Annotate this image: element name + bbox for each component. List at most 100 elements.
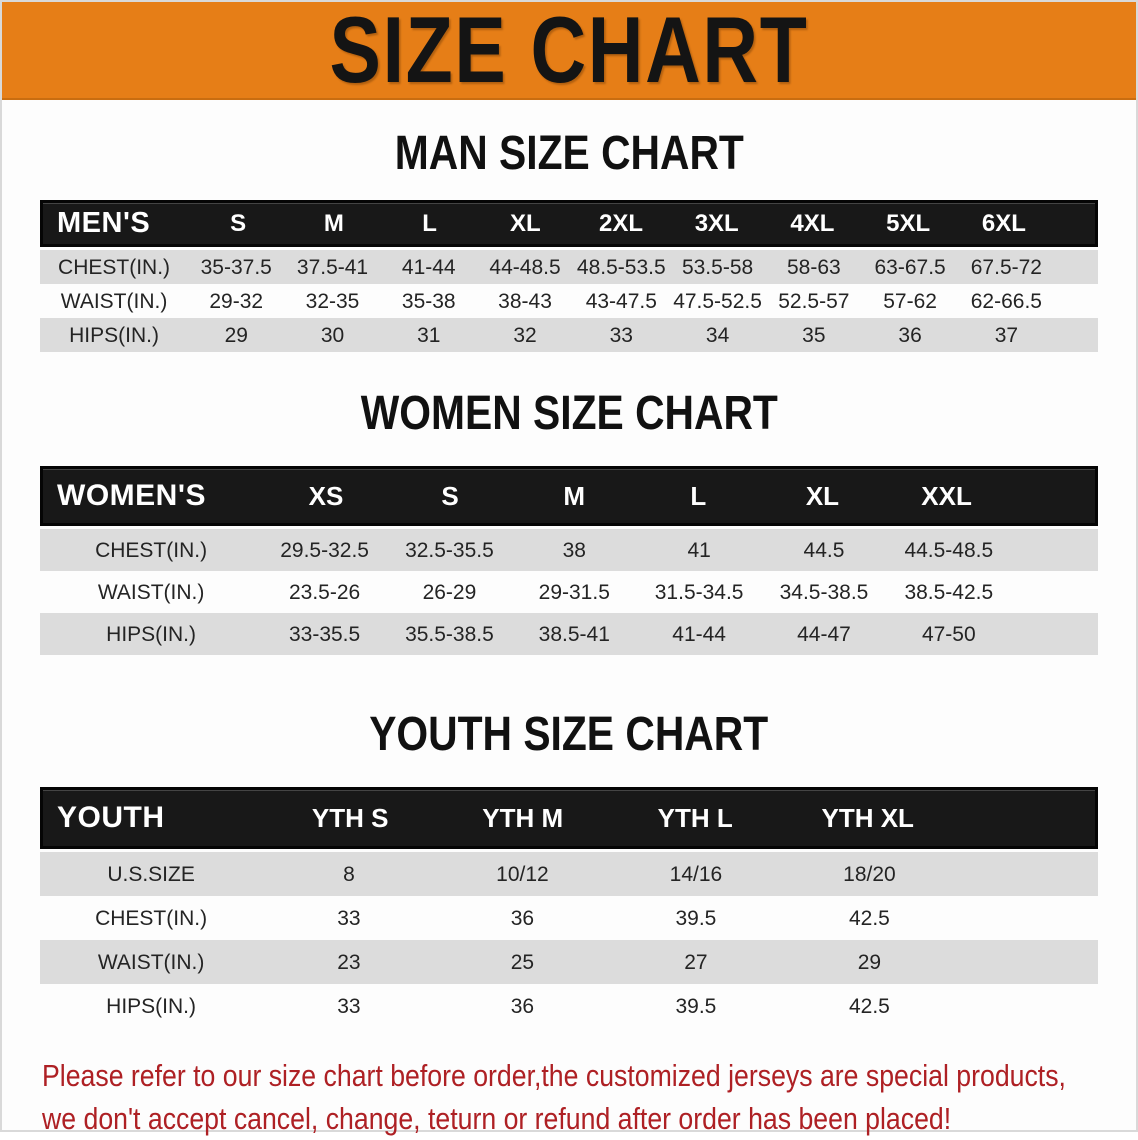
size-header-cell: YTH M — [482, 803, 564, 833]
value-cell: 67.5-72 — [970, 255, 1042, 279]
men-waist-row: WAIST(IN.) 29-32 32-35 35-38 38-43 43-47… — [40, 284, 1098, 318]
value-cell: 35-38 — [401, 289, 456, 313]
value-cell: 14/16 — [669, 862, 723, 886]
youth-table-header-row: YOUTH YTH S YTH M YTH L YTH XL — [40, 787, 1098, 849]
value-cell: 53.5-58 — [681, 255, 754, 279]
value-cell: 29 — [224, 323, 248, 347]
disclaimer-line-2: we don't accept cancel, change, teturn o… — [42, 1101, 952, 1136]
value-cell: 33-35.5 — [288, 622, 361, 646]
women-waist-row: WAIST(IN.) 23.5-26 26-29 29-31.5 31.5-34… — [40, 571, 1098, 613]
value-cell: 41-44 — [401, 255, 456, 279]
value-cell: 23 — [337, 950, 361, 974]
value-cell: 58-63 — [786, 255, 841, 279]
value-cell: 37.5-41 — [296, 255, 369, 279]
size-header-cell: XL — [805, 481, 840, 511]
value-cell: 35-37.5 — [200, 255, 272, 279]
men-table-corner-label: MEN'S — [57, 207, 151, 239]
youth-chest-row: CHEST(IN.) 33 36 39.5 42.5 — [40, 896, 1098, 940]
men-table-header-row: MEN'S S M L XL 2XL 3XL 4XL 5XL 6XL — [40, 200, 1098, 247]
size-header-cell: XS — [308, 481, 344, 511]
value-cell: 23.5-26 — [288, 580, 361, 604]
value-cell: 33 — [609, 323, 633, 347]
row-label-cell: HIPS(IN.) — [106, 994, 196, 1018]
men-chest-row: CHEST(IN.) 35-37.5 37.5-41 41-44 44-48.5… — [40, 250, 1098, 284]
value-cell: 31 — [417, 323, 441, 347]
women-size-table: WOMEN'S XS S M L XL XXL CHEST(IN.) 29.5-… — [40, 466, 1098, 655]
size-header-cell: L — [422, 209, 437, 237]
women-table-corner-label: WOMEN'S — [57, 479, 206, 512]
size-header-cell: 6XL — [981, 209, 1026, 237]
value-cell: 31.5-34.5 — [654, 580, 744, 604]
size-header-cell: XL — [509, 209, 541, 237]
value-cell: 32 — [513, 323, 537, 347]
value-cell: 34.5-38.5 — [779, 580, 869, 604]
value-cell: 47-50 — [921, 622, 976, 646]
value-cell: 36 — [510, 906, 535, 930]
value-cell: 44.5 — [803, 538, 845, 562]
disclaimer-line-1: Please refer to our size chart before or… — [42, 1058, 1066, 1093]
value-cell: 18/20 — [843, 862, 896, 886]
size-header-cell: S — [230, 209, 247, 237]
value-cell: 10/12 — [496, 862, 549, 886]
value-cell: 48.5-53.5 — [576, 255, 666, 279]
value-cell: 44.5-48.5 — [904, 538, 994, 562]
value-cell: 38.5-42.5 — [904, 580, 994, 604]
value-cell: 35 — [802, 323, 826, 347]
value-cell: 38.5-41 — [538, 622, 610, 646]
value-cell: 38 — [562, 538, 586, 562]
value-cell: 34 — [705, 323, 730, 347]
value-cell: 29.5-32.5 — [280, 538, 369, 562]
value-cell: 39.5 — [675, 994, 717, 1018]
row-label-cell: CHEST(IN.) — [58, 255, 171, 279]
row-label-cell: CHEST(IN.) — [95, 906, 208, 930]
size-header-cell: YTH XL — [821, 803, 914, 833]
row-label-cell: CHEST(IN.) — [95, 538, 208, 562]
value-cell: 29-32 — [209, 289, 264, 313]
value-cell: 8 — [343, 862, 355, 886]
page-title: SIZE CHART — [329, 0, 809, 102]
youth-table-corner-label: YOUTH — [57, 801, 165, 834]
value-cell: 29-31.5 — [538, 580, 610, 604]
value-cell: 25 — [510, 950, 535, 974]
row-label-cell: HIPS(IN.) — [106, 622, 196, 646]
value-cell: 35.5-38.5 — [405, 622, 494, 646]
women-table-header-row: WOMEN'S XS S M L XL XXL — [40, 466, 1098, 526]
size-header-cell: L — [690, 481, 707, 511]
youth-waist-row: WAIST(IN.) 23 25 27 29 — [40, 940, 1098, 984]
value-cell: 30 — [320, 323, 345, 347]
size-header-cell: 5XL — [886, 209, 931, 237]
row-label-cell: HIPS(IN.) — [69, 323, 159, 347]
value-cell: 44-48.5 — [489, 255, 561, 279]
size-header-cell: M — [563, 481, 586, 511]
youth-ussize-row: U.S.SIZE 8 10/12 14/16 18/20 — [40, 852, 1098, 896]
value-cell: 39.5 — [675, 906, 717, 930]
youth-hips-row: HIPS(IN.) 33 36 39.5 42.5 — [40, 984, 1098, 1028]
banner: SIZE CHART — [2, 2, 1136, 100]
value-cell: 38-43 — [498, 289, 552, 313]
value-cell: 44-47 — [797, 622, 851, 646]
value-cell: 32.5-35.5 — [405, 538, 494, 562]
value-cell: 37 — [994, 323, 1019, 347]
value-cell: 42.5 — [848, 906, 890, 930]
value-cell: 43-47.5 — [585, 289, 657, 313]
disclaimer-text: Please refer to our size chart before or… — [2, 1054, 1136, 1140]
size-header-cell: 4XL — [790, 209, 835, 237]
value-cell: 36 — [510, 994, 535, 1018]
youth-size-table: YOUTH YTH S YTH M YTH L YTH XL U.S.SIZE … — [40, 787, 1098, 1028]
value-cell: 63-67.5 — [874, 255, 946, 279]
value-cell: 36 — [898, 323, 922, 347]
value-cell: 42.5 — [848, 994, 890, 1018]
size-header-cell: YTH L — [657, 803, 733, 833]
value-cell: 47.5-52.5 — [673, 289, 762, 313]
value-cell: 33 — [337, 994, 361, 1018]
value-cell: 57-62 — [883, 289, 937, 313]
value-cell: 62-66.5 — [970, 289, 1042, 313]
women-hips-row: HIPS(IN.) 33-35.5 35.5-38.5 38.5-41 41-4… — [40, 613, 1098, 655]
men-section-title: MAN SIZE CHART — [394, 127, 744, 180]
women-chest-row: CHEST(IN.) 29.5-32.5 32.5-35.5 38 41 44.… — [40, 529, 1098, 571]
value-cell: 32-35 — [305, 289, 360, 313]
women-section-title: WOMEN SIZE CHART — [360, 387, 778, 440]
row-label-cell: U.S.SIZE — [107, 862, 195, 886]
value-cell: 26-29 — [422, 580, 477, 604]
